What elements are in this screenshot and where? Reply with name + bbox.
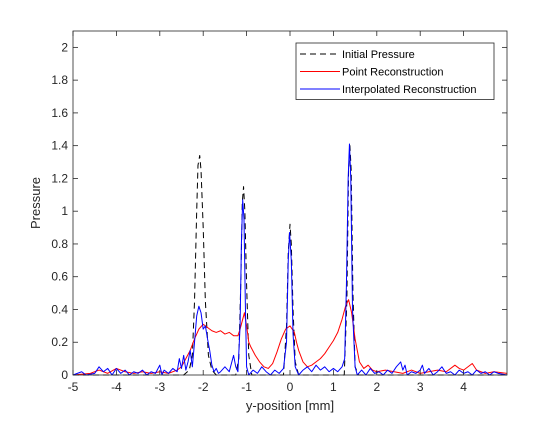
y-tick-label: 0.6 bbox=[51, 270, 68, 284]
legend-label-1: Initial Pressure bbox=[342, 49, 415, 61]
legend: Initial Pressure Point Reconstruction Inte… bbox=[295, 42, 495, 100]
y-axis-title: Pressure bbox=[28, 177, 43, 229]
x-tick-label: 1 bbox=[330, 380, 337, 394]
y-tick-label: 1 bbox=[61, 204, 68, 218]
x-tick-label: 3 bbox=[417, 380, 424, 394]
y-tick-label: 1.6 bbox=[51, 106, 68, 120]
y-tick-label: 1.8 bbox=[51, 73, 68, 87]
y-tick-label: 0.4 bbox=[51, 302, 68, 316]
x-tick-label: -3 bbox=[154, 380, 165, 394]
y-tick-label: 2 bbox=[61, 40, 68, 54]
x-tick-label: -1 bbox=[241, 380, 252, 394]
y-tick-label: 0.2 bbox=[51, 335, 68, 349]
y-tick-label: 1.2 bbox=[51, 171, 68, 185]
x-axis-title: y-position [mm] bbox=[246, 398, 334, 413]
x-tick-label: 2 bbox=[373, 380, 380, 394]
x-tick-label: 4 bbox=[460, 380, 467, 394]
x-tick-label: -2 bbox=[198, 380, 209, 394]
legend-label-2: Point Reconstruction bbox=[342, 67, 444, 79]
y-tick-label: 0.8 bbox=[51, 237, 68, 251]
x-tick-label: 0 bbox=[287, 380, 294, 394]
x-tick-label: -4 bbox=[111, 380, 122, 394]
series-line-3 bbox=[72, 143, 508, 376]
y-tick-label: 0 bbox=[61, 368, 68, 382]
series-line-2 bbox=[72, 299, 508, 376]
y-tick-label: 1.4 bbox=[51, 139, 68, 153]
legend-label-3: Interpolated Reconstruction bbox=[342, 84, 477, 96]
ticks: -5 -4 -3 -2 -1 0 1 2 3 4 0 0.2 0.4 0.6 0.8 1 1.2 1.4 1.6 1.… bbox=[51, 31, 507, 394]
x-tick-label: -5 bbox=[68, 380, 79, 394]
series-layer bbox=[72, 143, 508, 376]
